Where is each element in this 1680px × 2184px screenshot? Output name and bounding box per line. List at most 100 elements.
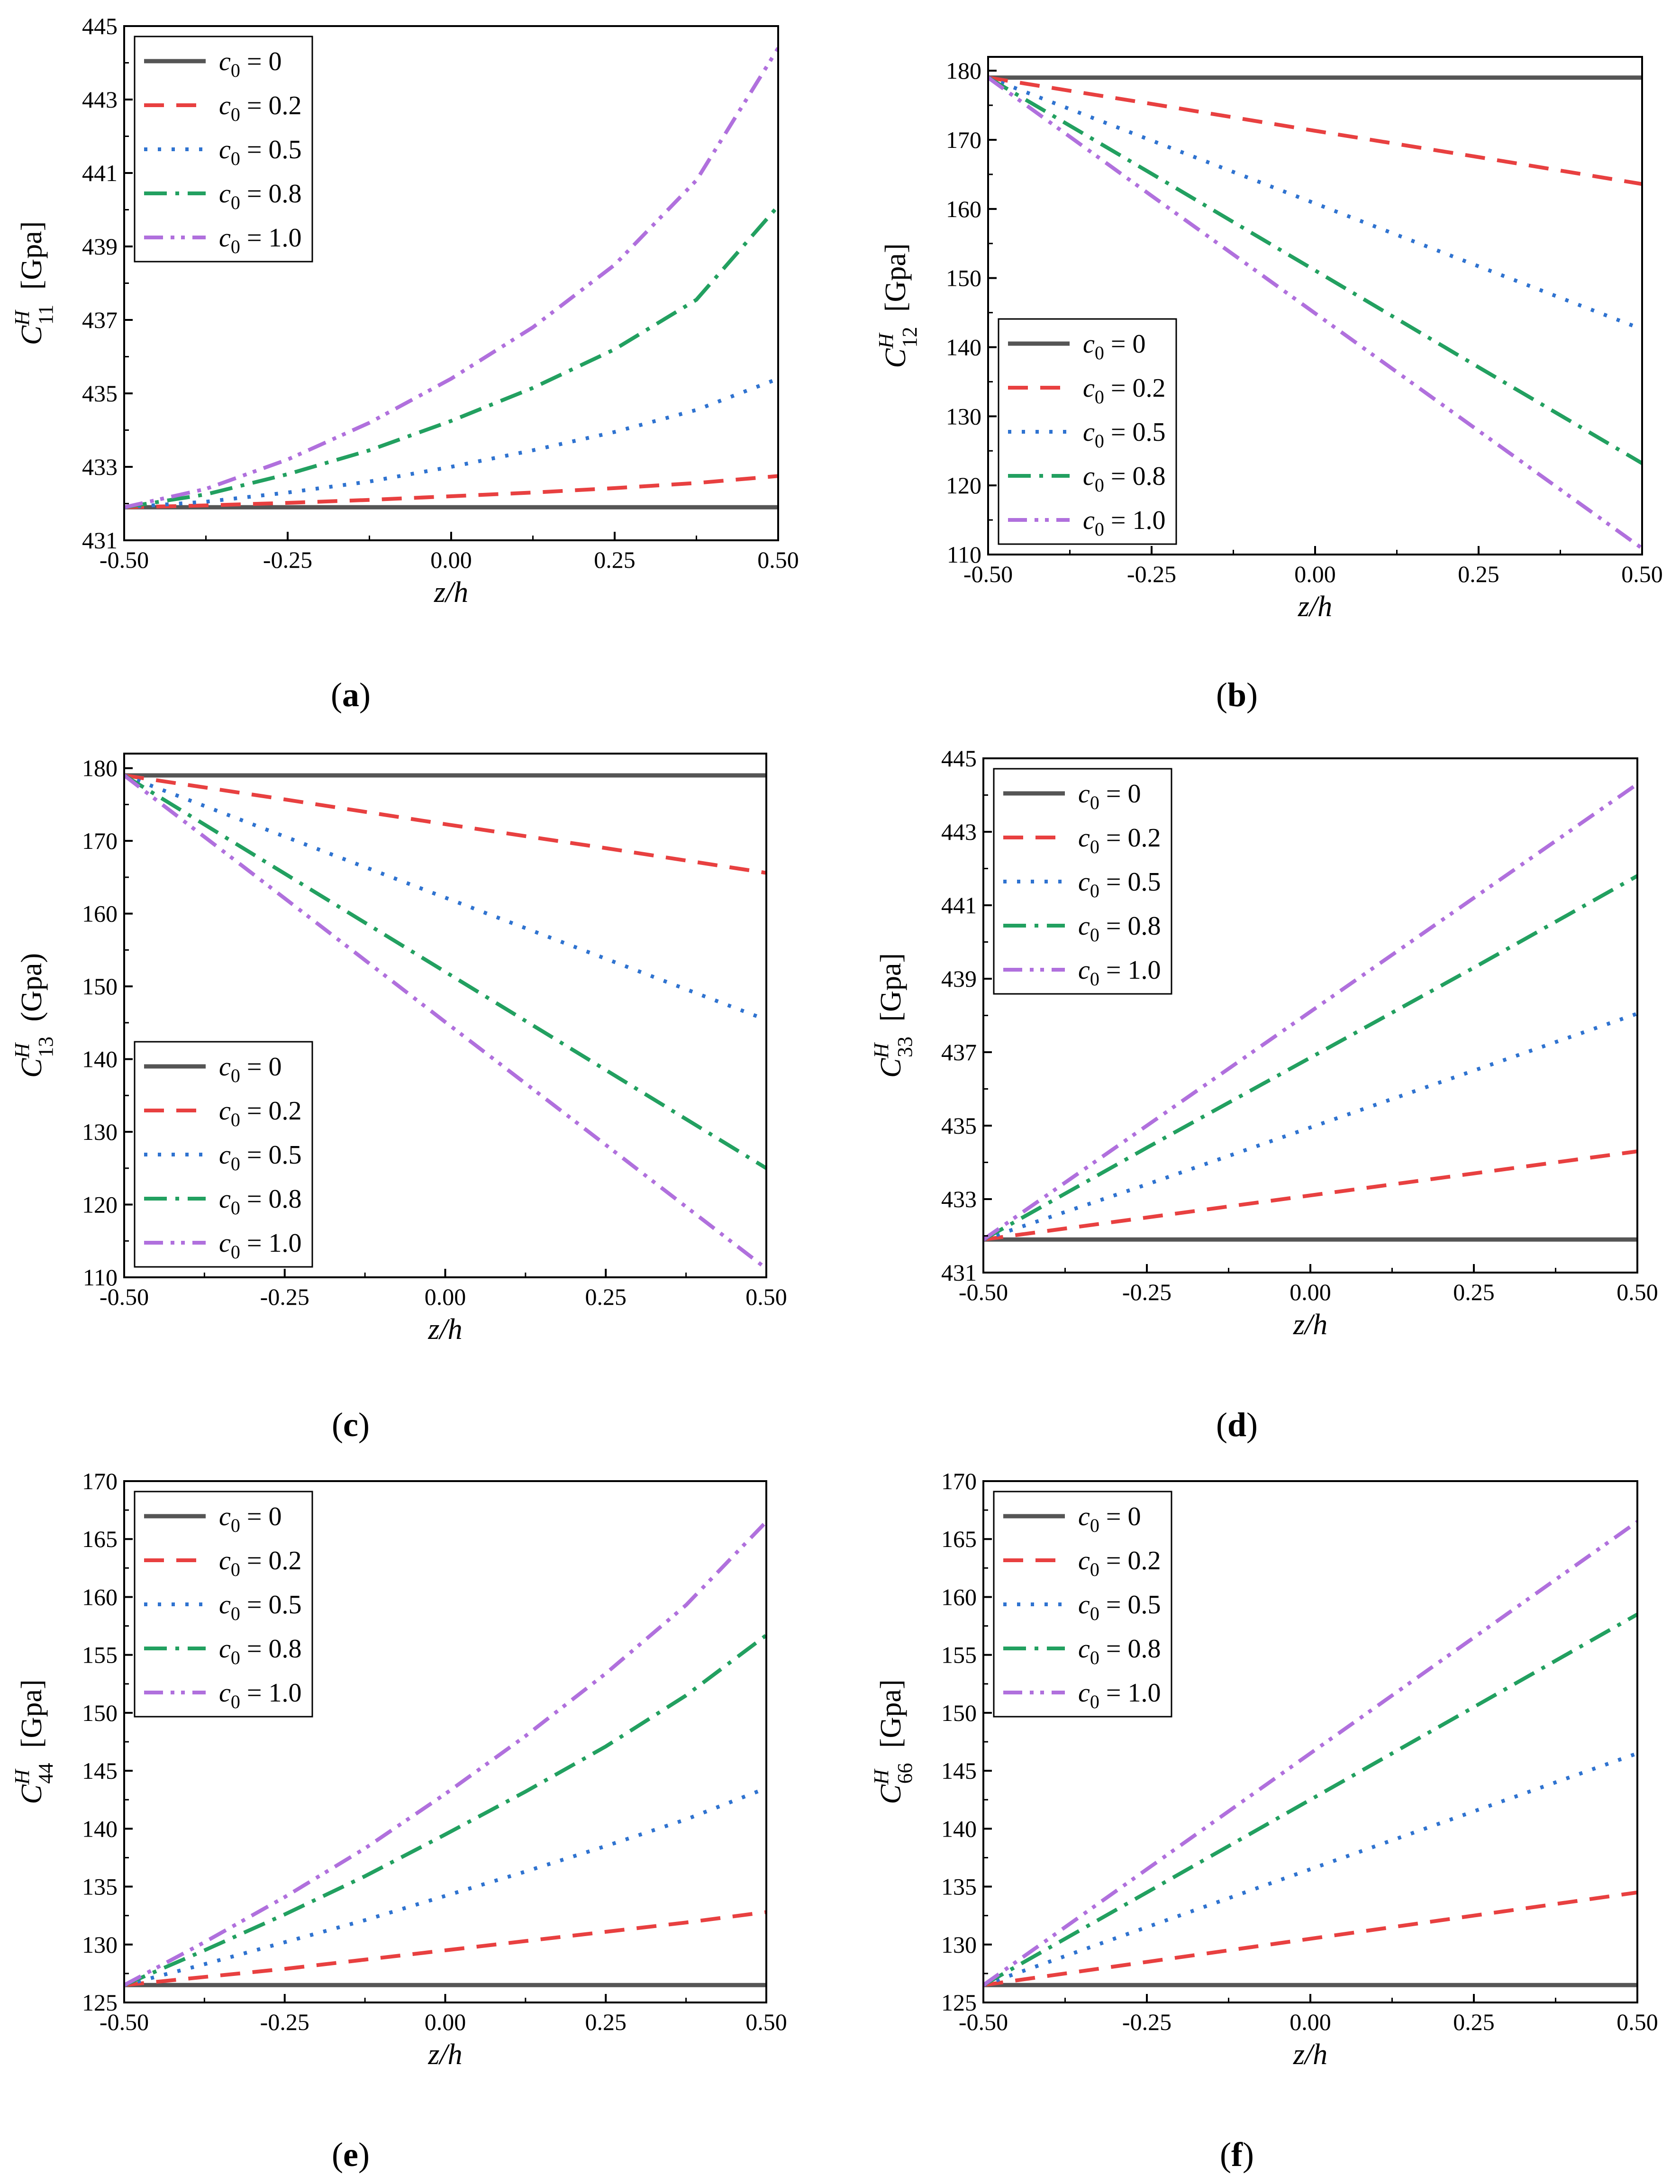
x-tick-label: -0.50 xyxy=(100,546,149,573)
x-tick-label: 0.00 xyxy=(425,2009,466,2035)
legend-box xyxy=(134,36,313,263)
legend-label: c0 = 1.0 xyxy=(219,1228,301,1263)
x-tick-label: 0.00 xyxy=(1294,561,1336,587)
legend-label: c0 = 0 xyxy=(1078,779,1141,813)
y-tick-label: 135 xyxy=(82,1874,118,1900)
x-tick-label: 0.50 xyxy=(745,2009,787,2035)
y-tick-label: 445 xyxy=(82,13,118,39)
legend-label: c0 = 0.5 xyxy=(1083,418,1165,452)
series-line-2 xyxy=(988,76,1642,331)
series-line-3 xyxy=(124,1633,766,1987)
legend-label: c0 = 0.5 xyxy=(1078,1590,1161,1624)
y-tick-label: 160 xyxy=(82,901,118,927)
y-tick-label: 443 xyxy=(82,86,118,113)
series-line-2 xyxy=(124,377,778,510)
y-tick-label: 180 xyxy=(946,57,981,84)
series-line-3 xyxy=(983,1612,1637,1987)
y-tick-label: 439 xyxy=(941,965,977,992)
y-tick-label: 165 xyxy=(82,1526,118,1552)
panel-label: (b) xyxy=(1216,676,1258,714)
x-tick-label: 0.00 xyxy=(1290,1279,1331,1305)
legend-label: c0 = 1.0 xyxy=(1083,506,1165,540)
legend-label: c0 = 0.8 xyxy=(1083,462,1165,496)
y-axis-label: CH13 (Gpa) xyxy=(10,953,57,1078)
x-tick-label: -0.50 xyxy=(963,561,1013,587)
y-tick-label: 170 xyxy=(941,1468,977,1494)
legend-label: c0 = 0 xyxy=(219,1052,282,1086)
series-line-2 xyxy=(983,1751,1637,1987)
x-tick-label: 0.00 xyxy=(425,1283,466,1310)
y-tick-label: 130 xyxy=(82,1931,118,1958)
series-line-1 xyxy=(983,1890,1637,1987)
x-tick-label: -0.25 xyxy=(263,546,312,573)
legend: c0 = 0 c0 = 0.2 c0 = 0.5 c0 = 0.8 c0 = 1.0 xyxy=(134,36,313,263)
series-line-3 xyxy=(124,205,778,510)
x-axis-label: z/h xyxy=(427,1313,462,1346)
series-line-1 xyxy=(124,774,766,875)
x-tick-label: -0.50 xyxy=(959,1279,1008,1305)
chart-panel-c: -0.50 -0.25 0.00 0.25 0.50 110 120 130 140 150 160… xyxy=(10,753,787,1444)
x-tick-label: 0.25 xyxy=(585,2009,627,2035)
y-tick-label: 437 xyxy=(82,307,118,333)
x-tick-label: 0.00 xyxy=(1290,2009,1331,2035)
legend: c0 = 0 c0 = 0.2 c0 = 0.5 c0 = 0.8 c0 = 1.0 xyxy=(993,768,1172,995)
x-tick-label: 0.50 xyxy=(1616,2009,1658,2035)
legend-label: c0 = 1.0 xyxy=(219,1678,301,1712)
y-tick-label: 435 xyxy=(82,380,118,407)
y-tick-label: 180 xyxy=(82,755,118,782)
series-line-3 xyxy=(983,874,1637,1241)
y-tick-label: 437 xyxy=(941,1039,977,1065)
legend-box xyxy=(998,318,1177,545)
y-axis-label: CH11 [Gpa] xyxy=(10,221,57,346)
series-line-4 xyxy=(124,774,766,1270)
legend-label: c0 = 0.5 xyxy=(1078,867,1161,901)
y-tick-label: 110 xyxy=(947,541,981,568)
y-tick-label: 170 xyxy=(82,1468,118,1494)
y-tick-label: 130 xyxy=(941,1931,977,1958)
y-tick-label: 110 xyxy=(83,1264,118,1291)
x-axis-label: z/h xyxy=(1293,2038,1327,2071)
y-tick-label: 160 xyxy=(82,1583,118,1610)
legend-label: c0 = 0.5 xyxy=(219,1140,301,1174)
x-tick-label: 0.25 xyxy=(1453,1279,1495,1305)
y-tick-label: 140 xyxy=(82,1046,118,1073)
y-tick-label: 120 xyxy=(946,472,981,499)
y-axis-label: CH44 [Gpa] xyxy=(10,1679,57,1804)
series-line-2 xyxy=(124,1786,766,1987)
series-line-4 xyxy=(983,1520,1637,1987)
legend-box xyxy=(993,1491,1172,1718)
legend-label: c0 = 0.5 xyxy=(219,135,301,169)
y-tick-label: 120 xyxy=(82,1192,118,1218)
y-tick-label: 441 xyxy=(82,160,118,186)
legend-box xyxy=(993,768,1172,995)
series-line-3 xyxy=(124,774,766,1170)
x-tick-label: -0.25 xyxy=(260,1283,309,1310)
series-line-1 xyxy=(124,1910,766,1987)
series-lines xyxy=(124,1520,766,1987)
y-tick-label: 433 xyxy=(941,1186,977,1212)
y-tick-label: 431 xyxy=(941,1259,977,1286)
y-tick-label: 155 xyxy=(941,1642,977,1668)
y-tick-label: 150 xyxy=(82,973,118,1000)
chart-panel-d: -0.50 -0.25 0.00 0.25 0.50 431 433 435 437 439 441… xyxy=(870,745,1658,1444)
series-line-4 xyxy=(988,76,1642,550)
legend-label: c0 = 0.2 xyxy=(1078,1546,1161,1580)
x-tick-label: 0.50 xyxy=(1621,561,1663,587)
series-line-4 xyxy=(124,47,778,510)
panel-label: (f) xyxy=(1220,2136,1254,2174)
y-tick-label: 170 xyxy=(82,828,118,854)
legend: c0 = 0 c0 = 0.2 c0 = 0.5 c0 = 0.8 c0 = 1.0 xyxy=(993,1491,1172,1718)
y-tick-label: 435 xyxy=(941,1112,977,1139)
legend-label: c0 = 1.0 xyxy=(1078,956,1161,990)
x-tick-label: 0.50 xyxy=(1616,1279,1658,1305)
legend-label: c0 = 0.8 xyxy=(1078,911,1161,946)
y-tick-label: 165 xyxy=(941,1526,977,1552)
chart-panel-e: -0.50 -0.25 0.00 0.25 0.50 125 130 135 140 145 150… xyxy=(10,1468,787,2174)
legend-label: c0 = 0 xyxy=(219,1502,282,1536)
legend-label: c0 = 0.2 xyxy=(219,1096,301,1130)
series-lines xyxy=(983,782,1637,1242)
series-line-2 xyxy=(983,1011,1637,1242)
legend-box xyxy=(134,1041,313,1268)
y-tick-label: 140 xyxy=(946,334,981,361)
series-line-2 xyxy=(124,774,766,1022)
